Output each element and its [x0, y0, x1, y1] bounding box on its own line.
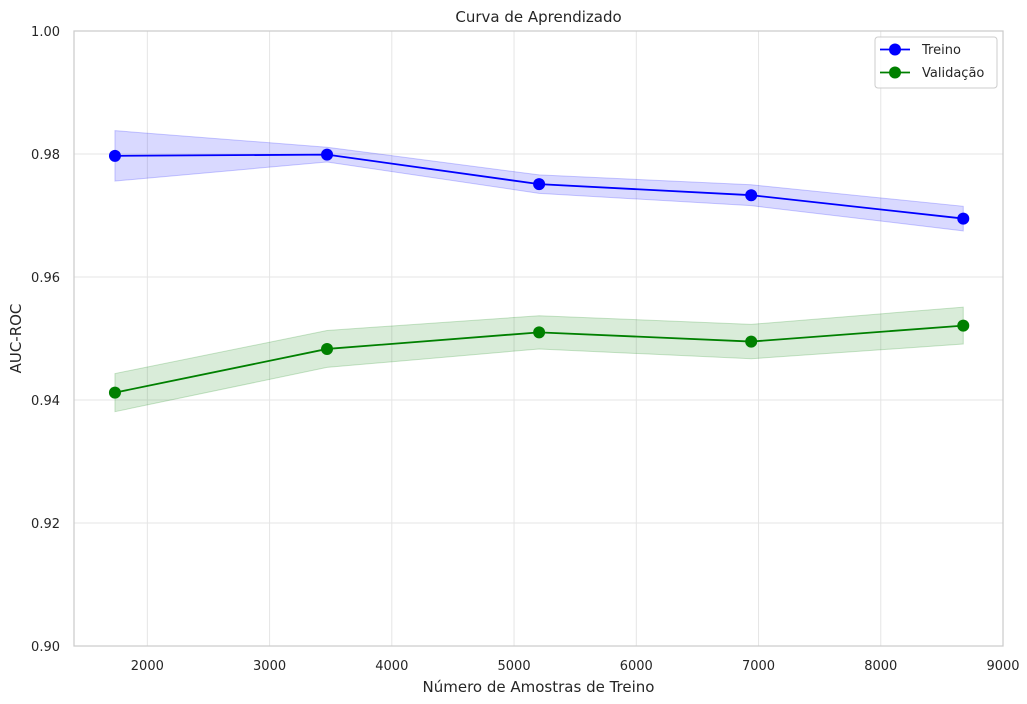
- y-tick-labels: 0.90 0.92 0.94 0.96 0.98 1.00: [31, 25, 60, 655]
- x-tick-label: 7000: [742, 659, 775, 674]
- y-tick-label: 0.90: [31, 640, 60, 655]
- x-tick-label: 2000: [131, 659, 164, 674]
- plot-area-frame: [73, 30, 1004, 647]
- point-treino: [321, 148, 334, 161]
- y-tick-label: 1.00: [31, 25, 60, 40]
- point-treino: [108, 149, 121, 162]
- x-tick-label: 8000: [864, 659, 897, 674]
- x-tick-label: 3000: [253, 659, 286, 674]
- series-points: [108, 148, 970, 399]
- band-validacao: [114, 306, 964, 413]
- x-tick-label: 9000: [986, 659, 1019, 674]
- point-validacao: [745, 335, 758, 348]
- y-axis-label: AUC-ROC: [7, 304, 25, 374]
- y-tick-label: 0.92: [31, 517, 60, 532]
- x-tick-label: 4000: [375, 659, 408, 674]
- x-tick-label: 6000: [620, 659, 653, 674]
- x-axis-label: Número de Amostras de Treino: [423, 678, 655, 696]
- y-tick-label: 0.94: [31, 394, 60, 409]
- point-validacao: [957, 319, 970, 332]
- legend-label-validacao: Validação: [922, 66, 984, 81]
- point-treino: [533, 178, 546, 191]
- legend: Treino Validação: [874, 36, 998, 89]
- point-validacao: [533, 326, 546, 339]
- point-treino: [957, 212, 970, 225]
- point-validacao: [321, 342, 334, 355]
- point-treino: [745, 189, 758, 202]
- chart-title: Curva de Aprendizado: [455, 8, 621, 26]
- x-tick-label: 5000: [498, 659, 531, 674]
- legend-label-treino: Treino: [921, 43, 961, 58]
- y-tick-label: 0.96: [31, 271, 60, 286]
- y-tick-label: 0.98: [31, 148, 60, 163]
- legend-marker-treino: [889, 43, 901, 56]
- legend-marker-validacao: [889, 66, 901, 79]
- point-validacao: [108, 386, 121, 399]
- x-tick-labels: 2000 3000 4000 5000 6000 7000 8000 9000: [131, 659, 1020, 674]
